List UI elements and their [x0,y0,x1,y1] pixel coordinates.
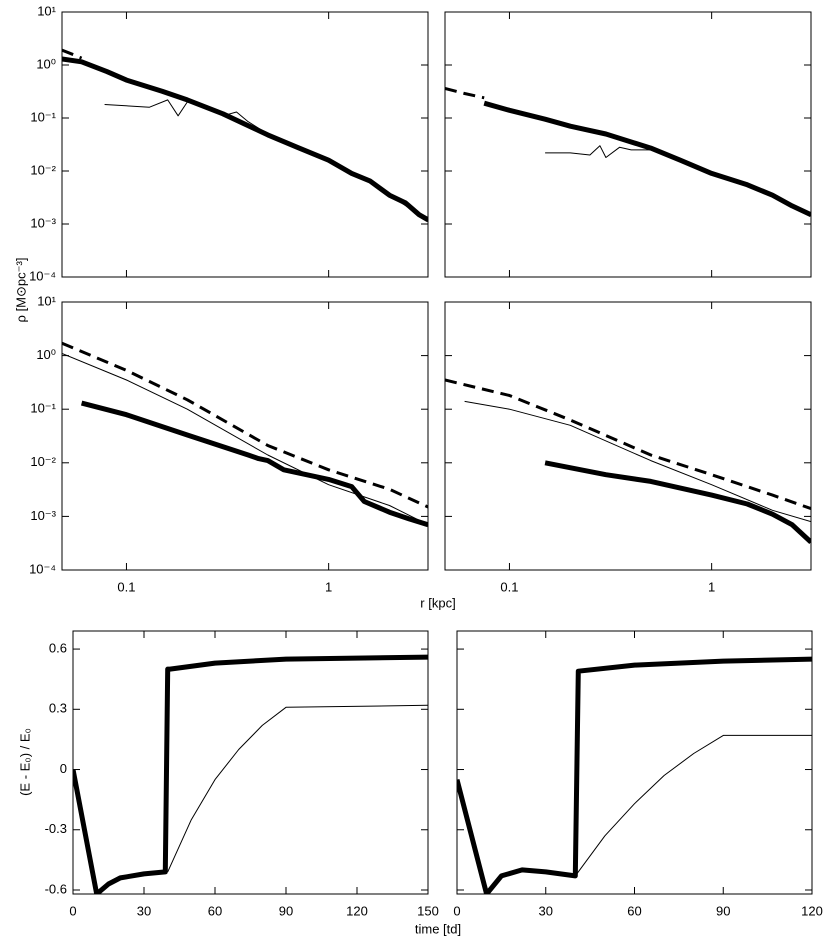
data-line [545,145,811,217]
y-tick-label: -0.3 [45,821,67,836]
y-tick-label: 10¹ [37,293,56,308]
y-tick-label: 10⁻¹ [30,401,56,416]
data-line [104,99,428,223]
y-tick-label: 10⁻² [30,162,56,177]
y-tick-label: 10⁻⁴ [29,268,56,283]
x-tick-label: 1 [708,579,715,594]
y-tick-label: 10⁻¹ [30,109,56,124]
plot-frame [456,630,813,895]
x-tick-label: 120 [346,903,368,918]
y-tick-label: -0.6 [45,881,67,896]
data-line [445,87,485,100]
y-tick-label: 10⁻⁴ [29,561,56,576]
x-tick-label: 0.1 [117,579,135,594]
data-line [445,378,811,511]
x-axis-label: time [td] [415,921,461,936]
y-tick-label: 10⁻³ [30,215,56,230]
x-tick-label: 60 [627,903,641,918]
y-axis-label: (E - E₀) / E₀ [17,728,32,796]
plot-frame [72,630,429,895]
data-line [62,56,428,222]
data-line [62,352,428,526]
data-line [464,400,811,523]
data-line [167,704,428,873]
data-line [80,400,428,528]
x-tick-label: 120 [801,903,823,918]
plot-frame [444,301,812,571]
data-line [544,460,811,545]
x-tick-label: 1 [325,579,332,594]
plot-frame [444,11,812,278]
x-axis-label: r [kpc] [420,595,455,610]
x-tick-label: 90 [716,903,730,918]
plot-frame [61,11,429,278]
data-line [62,341,428,509]
data-line [483,100,811,217]
data-line [73,654,428,894]
y-tick-label: 10⁰ [36,56,56,71]
data-line [457,656,812,894]
x-tick-label: 60 [208,903,222,918]
plot-frame [61,301,429,571]
data-line [62,48,83,60]
x-tick-label: 0.1 [500,579,518,594]
y-tick-label: 0.3 [49,701,67,716]
x-tick-label: 150 [417,903,439,918]
x-tick-label: 30 [137,903,151,918]
y-axis-label: ρ [M⊙pc⁻³] [13,258,28,323]
y-tick-label: 0 [60,761,67,776]
x-tick-label: 0 [69,903,76,918]
y-tick-label: 10⁻² [30,454,56,469]
y-tick-label: 10⁻³ [30,508,56,523]
x-tick-label: 90 [279,903,293,918]
y-tick-label: 10¹ [37,3,56,18]
data-line [574,734,812,877]
x-tick-label: 0 [453,903,460,918]
y-tick-label: 0.6 [49,641,67,656]
y-tick-label: 10⁰ [36,347,56,362]
x-tick-label: 30 [539,903,553,918]
